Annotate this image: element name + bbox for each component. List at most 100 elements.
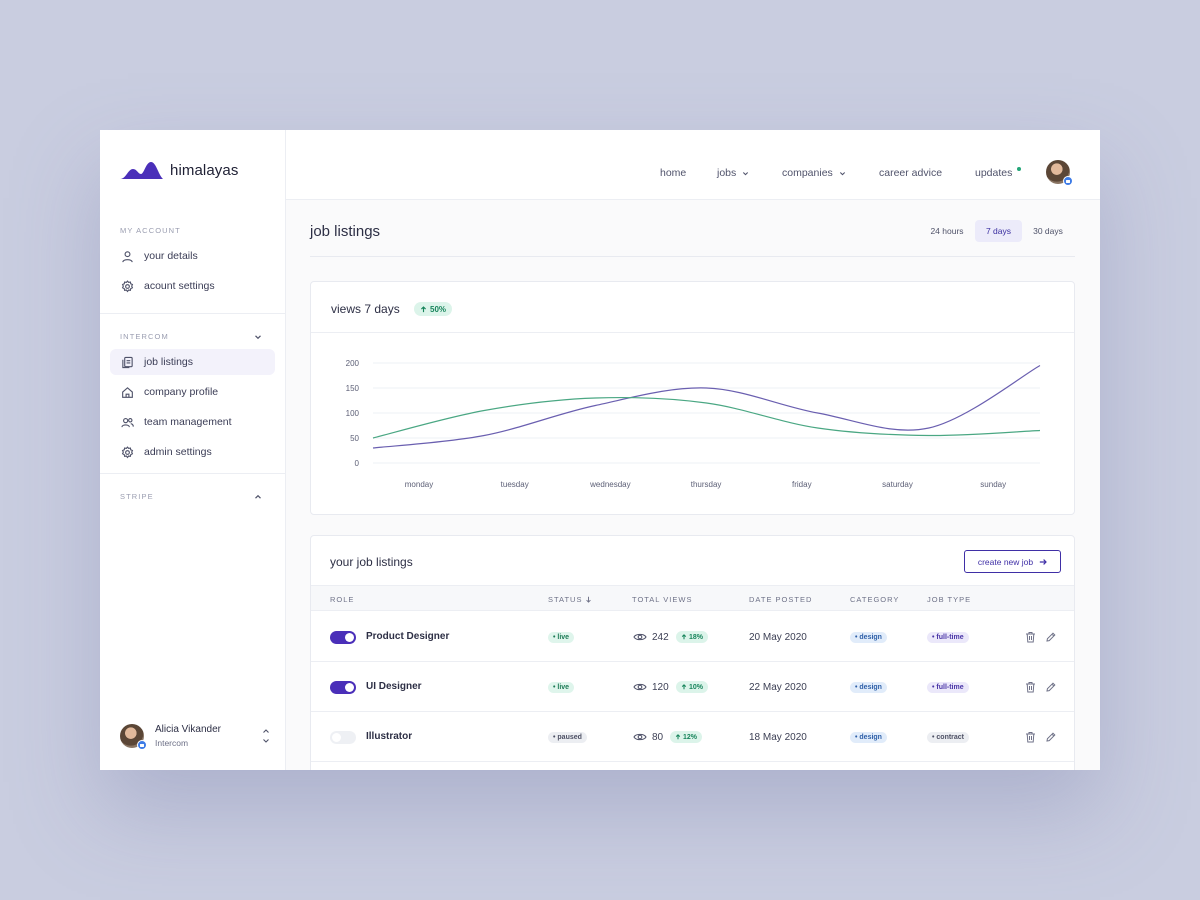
trash-icon[interactable] [1025,681,1036,693]
column-date-posted[interactable]: DATE POSTED [749,595,813,604]
user-switcher[interactable]: Alicia Vikander Intercom [120,724,270,750]
eye-icon [633,733,647,741]
document-icon [122,356,133,368]
range-24-hours[interactable]: 24 hours [930,226,964,236]
column-job-type[interactable]: JOB TYPE [927,595,972,604]
date-posted: 22 May 2020 [749,682,807,693]
job-type-badge: • full-time [927,682,969,693]
chevron-down-icon [743,171,749,175]
x-tick-label: friday [792,480,812,489]
chevron-down-icon [839,171,845,175]
views-change-badge: 18% [676,631,709,643]
sidebar-item-label: admin settings [144,446,212,458]
views-change-badge: 10% [676,681,709,693]
nav-jobs[interactable]: jobs [717,167,749,179]
user-org: Intercom [155,738,189,748]
company-badge-icon [137,740,147,750]
chevron-updown-icon [263,729,269,743]
nav-label: companies [782,167,833,179]
gear-icon [121,445,134,458]
arrow-up-icon [681,634,687,640]
x-tick-label: wednesday [589,480,630,489]
brand-name: himalayas [170,161,239,179]
sidebar-item-team-management[interactable]: team management [110,409,275,435]
date-posted: 18 May 2020 [749,732,807,743]
section-my-account: MY ACCOUNT [120,226,181,235]
sidebar-item-company-profile[interactable]: company profile [110,379,275,405]
logo[interactable]: himalayas [120,160,238,180]
sidebar-item-job-listings[interactable]: job listings [110,349,275,375]
views-line-chart: 200 150 100 50 0 monday tuesday wednesday thursd… [346,359,1041,489]
job-type-badge: • contract [927,732,970,743]
listing-toggle[interactable] [330,631,356,644]
series-line-1 [372,364,1041,449]
x-tick-label: tuesday [501,480,529,489]
column-status[interactable]: STATUS [548,595,592,604]
avatar [120,724,147,750]
trash-icon[interactable] [1025,631,1036,643]
create-new-job-button[interactable]: create new job [964,550,1061,573]
views-chart-card: views 7 days 50% 200 150 100 50 0 monday tuesd… [310,281,1075,515]
section-intercom: INTERCOM [120,332,169,341]
table-row[interactable]: Illustrator • paused 80 12% 18 May 2020 … [311,712,1074,762]
avatar[interactable] [1046,160,1073,186]
nav-career-advice[interactable]: career advice [879,167,942,179]
pencil-icon[interactable] [1045,681,1056,693]
job-listings-card: your job listings create new job ROLE ST… [310,535,1075,770]
nav-home[interactable]: home [660,167,686,179]
team-icon [121,417,134,427]
nav-label: home [660,167,687,179]
range-30-days[interactable]: 30 days [1033,226,1063,236]
notification-dot [1017,167,1021,171]
views-change-badge: 50% [414,302,453,316]
y-tick-label: 50 [350,434,359,443]
user-name: Alicia Vikander [155,724,221,735]
user-icon [122,250,133,262]
change-value: 10% [689,683,704,691]
nav-updates[interactable]: updates [975,167,1012,179]
views-count: 120 [652,682,669,693]
sidebar-item-label: team management [144,416,232,428]
table-row[interactable]: UI Designer • live 120 10% 22 May 2020 •… [311,662,1074,712]
sidebar-divider [100,313,285,314]
chevron-down-icon[interactable] [253,332,263,342]
chevron-up-icon[interactable] [253,492,263,502]
sidebar-item-account-settings[interactable]: acount settings [110,273,275,299]
column-label: STATUS [548,595,583,604]
pencil-icon[interactable] [1045,631,1056,643]
trash-icon[interactable] [1025,731,1036,743]
pencil-icon[interactable] [1045,731,1056,743]
section-stripe: STRIPE [120,492,154,501]
listing-toggle[interactable] [330,731,356,744]
column-total-views[interactable]: TOTAL VIEWS [632,595,693,604]
column-category[interactable]: CATEGORY [850,595,900,604]
arrow-up-icon [681,684,687,690]
nav-label: career advice [879,167,943,179]
nav-label: updates [975,167,1013,179]
y-tick-label: 100 [346,409,360,418]
table-row[interactable]: Product Designer • live 242 18% 20 May 2… [311,612,1074,662]
change-value: 50% [430,304,447,314]
sidebar-divider [100,473,285,474]
title-divider [310,256,1075,257]
home-icon [122,386,133,398]
sidebar-item-label: job listings [144,356,194,368]
sidebar-item-your-details[interactable]: your details [110,243,275,269]
range-7-days[interactable]: 7 days [975,220,1022,242]
mountain-logo-icon [120,162,163,179]
sidebar: himalayas MY ACCOUNT your details acount… [100,130,286,770]
eye-icon [633,633,647,641]
column-role[interactable]: ROLE [330,595,355,604]
series-line-2 [372,396,1041,439]
sidebar-item-label: acount settings [144,280,215,292]
listing-toggle[interactable] [330,681,356,694]
nav-companies[interactable]: companies [782,167,846,179]
views-count: 80 [652,732,664,743]
status-badge: • live [548,632,575,643]
category-badge: • design [850,732,887,743]
sidebar-item-admin-settings[interactable]: admin settings [110,439,275,465]
change-value: 18% [689,633,704,641]
page-title: job listings [310,223,381,240]
views-change-badge: 12% [670,731,703,743]
role-name: UI Designer [366,681,422,692]
